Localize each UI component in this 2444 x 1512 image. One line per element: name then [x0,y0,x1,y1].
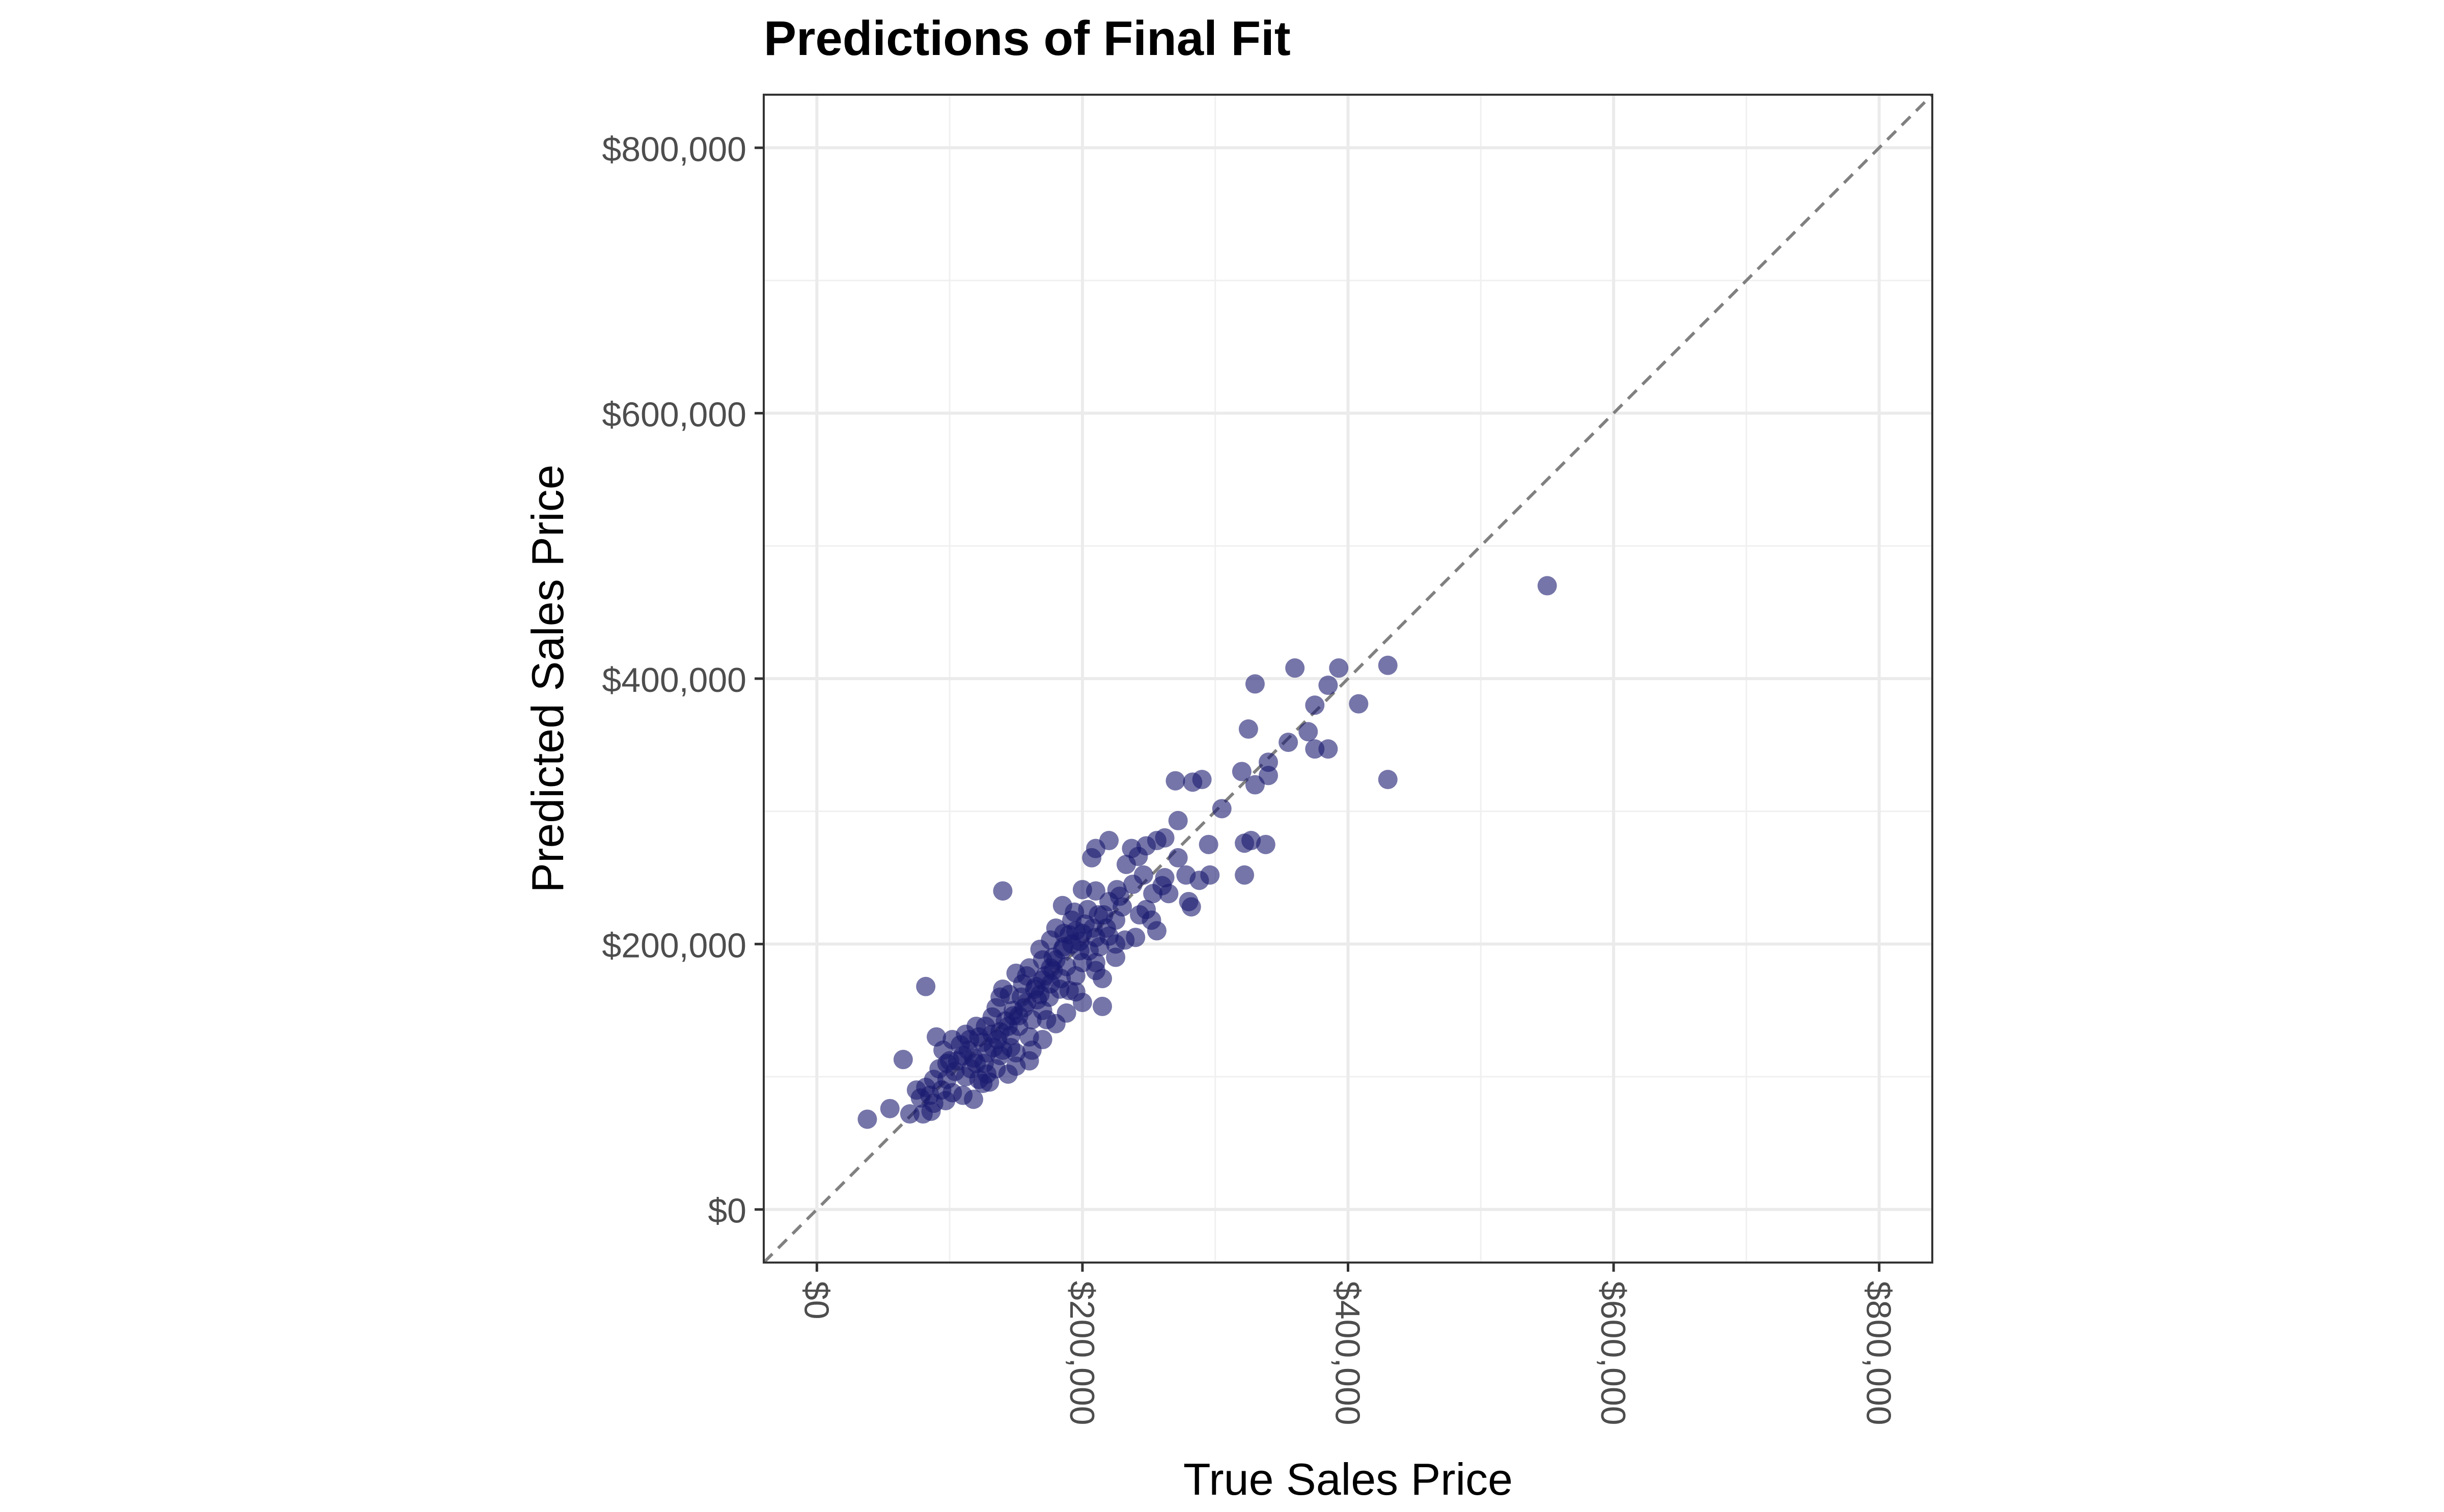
data-point [1082,848,1102,867]
y-tick-label: $800,000 [602,130,746,169]
data-point [1199,834,1218,854]
data-point [857,1109,877,1129]
data-point [1378,655,1398,675]
data-point [1235,865,1255,885]
data-point [1349,694,1369,714]
data-point [1181,897,1201,917]
data-point [1168,848,1188,867]
data-point [1259,752,1279,772]
data-point [1165,771,1185,791]
data-point [1136,900,1156,919]
x-tick-label: $400,000 [1328,1281,1367,1425]
data-point [936,1090,956,1110]
data-point [1200,865,1220,885]
data-point [1116,854,1136,874]
data-point [1212,799,1232,819]
data-point [1329,658,1349,678]
data-point [900,1104,920,1124]
data-point [1001,1038,1021,1057]
data-point [1285,658,1305,678]
data-point [1052,895,1072,915]
x-tick-label: $200,000 [1063,1281,1101,1425]
data-point [1072,923,1092,943]
data-point [1126,928,1146,947]
data-point [1106,934,1126,954]
data-point [1106,947,1126,967]
data-point [1298,722,1318,742]
data-point [964,1089,984,1109]
data-point [1279,733,1298,752]
data-point [956,1024,976,1044]
data-point [1033,1030,1052,1050]
data-point [1168,810,1188,830]
data-point [1305,739,1325,759]
data-point [1537,576,1557,596]
data-point [1245,674,1265,694]
data-point [977,1064,997,1084]
data-point [906,1080,926,1100]
data-points [857,576,1557,1129]
y-tick-label: $600,000 [602,396,746,434]
data-point [990,987,1010,1007]
axes: $0 $200,000 $400,000 $600,000 $800,000 $0 $200… [602,130,1898,1425]
data-point [1305,695,1325,715]
data-point [993,881,1013,901]
data-point [1256,834,1275,854]
x-tick-label: $0 [797,1281,836,1320]
data-point [1019,1051,1039,1071]
y-axis-title: Predicted Sales Price [522,464,573,892]
data-point [1245,775,1265,795]
data-point [1133,865,1153,885]
data-point [1318,676,1338,695]
data-point [1147,921,1167,941]
data-point [1235,833,1255,853]
data-point [1109,886,1129,906]
data-point [1046,1014,1066,1033]
y-tick-label: $200,000 [602,926,746,965]
data-point [1072,880,1092,900]
data-point [1094,905,1114,925]
data-point [1183,772,1203,792]
data-point [1378,770,1398,790]
data-point [1086,961,1105,981]
x-tick-label: $800,000 [1859,1281,1898,1425]
y-tick-label: $0 [708,1192,746,1230]
data-point [1051,969,1071,989]
data-point [916,976,936,996]
x-axis-title: True Sales Price [1183,1454,1513,1504]
data-point [1066,966,1086,986]
chart-title: Predictions of Final Fit [764,11,1291,66]
data-point [1318,739,1338,759]
y-tick-label: $400,000 [602,661,746,699]
data-point [1078,900,1098,919]
data-point [937,1070,957,1089]
x-tick-label: $600,000 [1594,1281,1632,1425]
data-point [927,1027,947,1047]
data-point [1232,762,1252,781]
data-point [1093,996,1113,1016]
data-point [1238,719,1258,739]
data-point [893,1050,913,1070]
data-point [1155,868,1175,888]
data-point [921,1101,941,1121]
data-point [880,1099,900,1118]
data-point [1066,982,1086,1002]
data-point [1122,838,1142,858]
